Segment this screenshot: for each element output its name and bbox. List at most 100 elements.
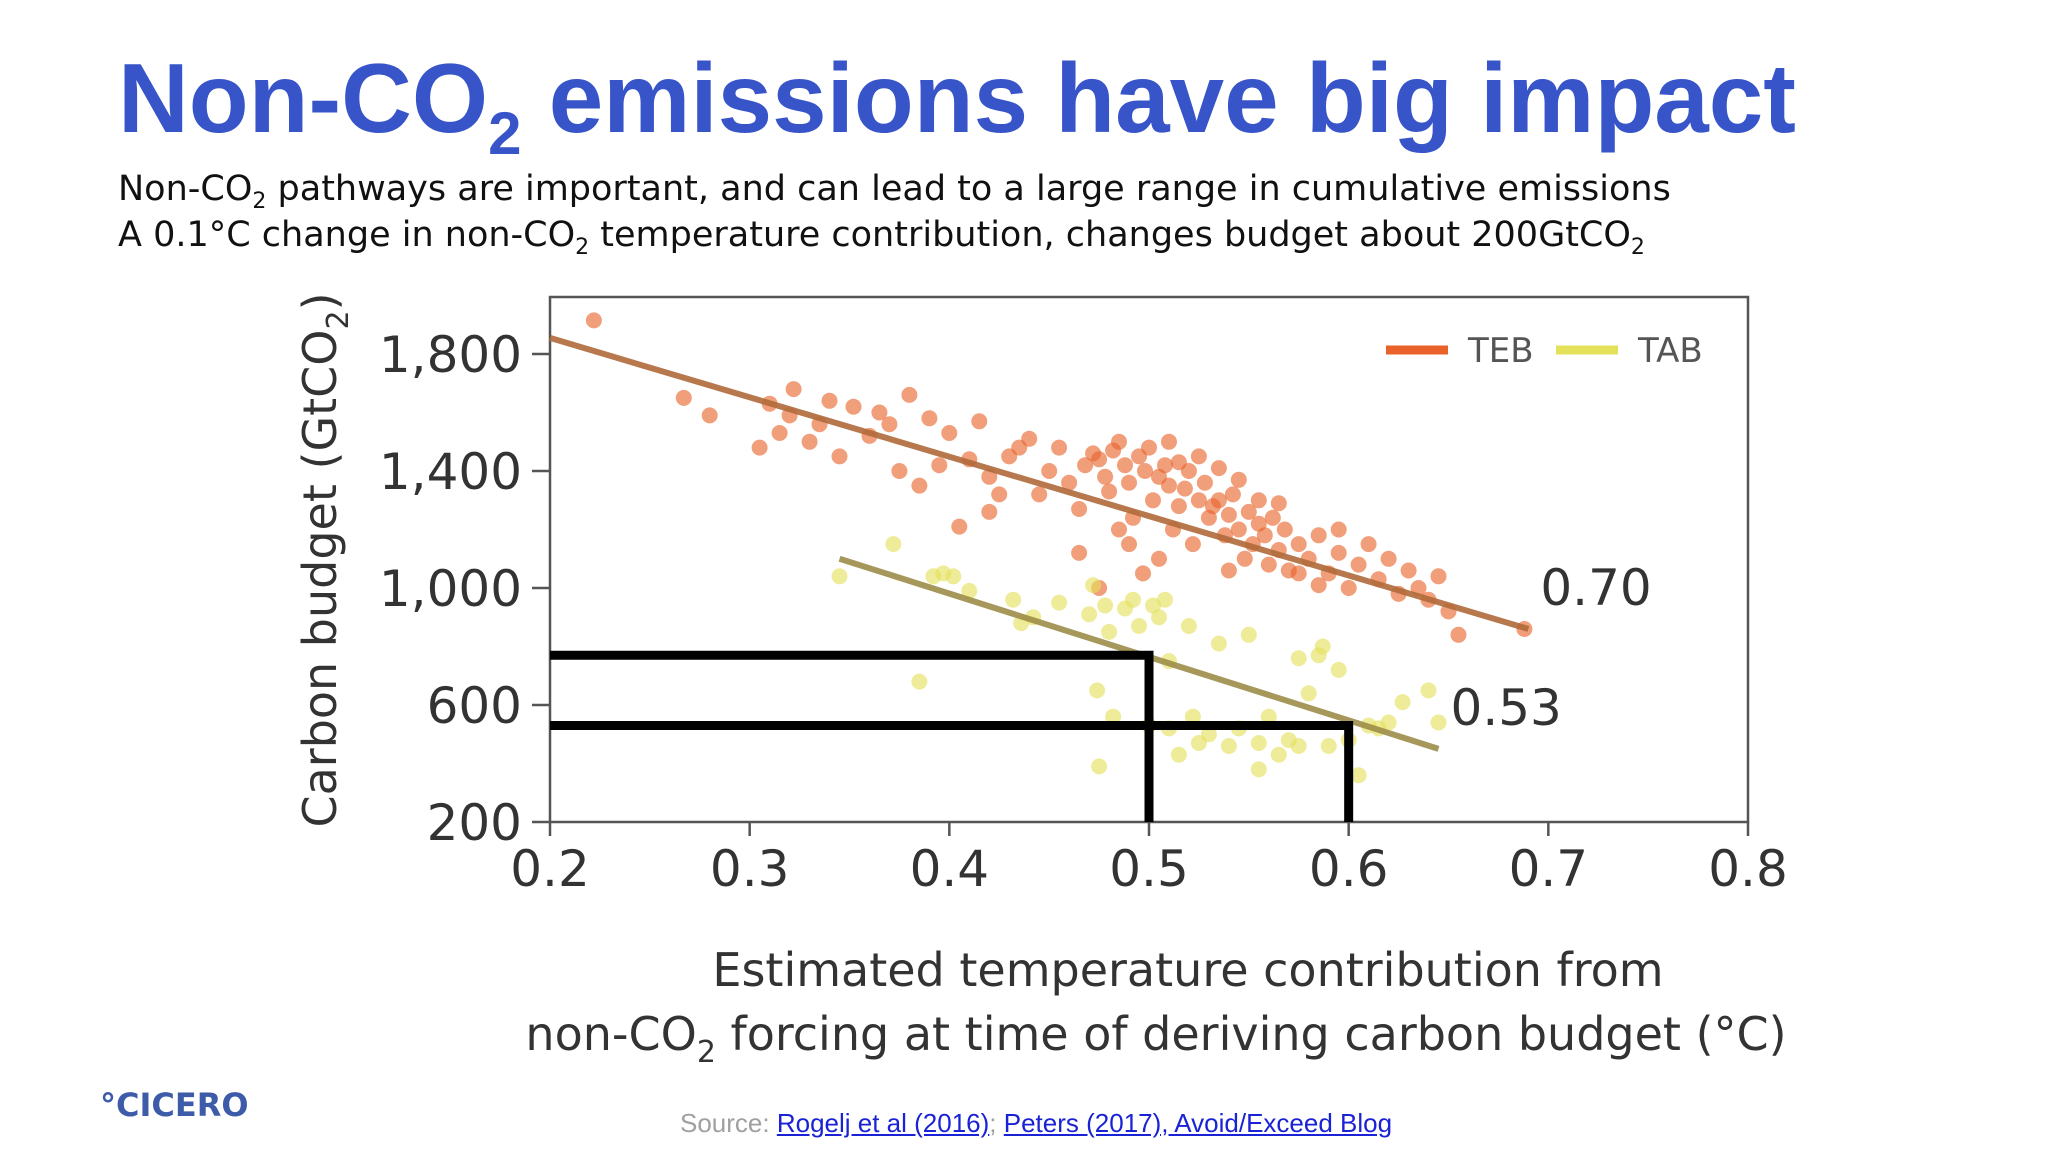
point-teb-81	[1340, 580, 1357, 596]
point-teb-76	[1290, 536, 1307, 553]
data-points	[585, 312, 1533, 784]
point-tab-45	[1350, 767, 1367, 784]
point-teb-51	[1161, 477, 1177, 494]
point-teb-61	[1210, 492, 1227, 509]
point-tab-10	[1051, 594, 1068, 611]
point-teb-63	[1220, 506, 1237, 523]
x-tick-label-1: 0.3	[710, 840, 790, 898]
point-tab-20	[1131, 618, 1147, 634]
point-teb-85	[1380, 550, 1397, 567]
point-tab-1	[885, 536, 902, 553]
point-teb-41	[1111, 433, 1127, 450]
point-teb-34	[1071, 544, 1088, 561]
bullet-line-2: A 0.1°C change in non-CO2 temperature co…	[118, 215, 1645, 260]
bullet-line-1: Non-CO2 pathways are important, and can …	[118, 169, 1671, 214]
point-teb-72	[1264, 509, 1281, 526]
point-teb-29	[1021, 430, 1038, 447]
point-teb-17	[901, 386, 918, 403]
point-teb-16	[891, 463, 908, 479]
legend-label-tab: TAB	[1637, 331, 1703, 371]
reference-line-1	[550, 720, 1354, 822]
point-tab-35	[1250, 735, 1267, 751]
point-tab-30	[1200, 726, 1217, 743]
point-teb-39	[1101, 483, 1118, 500]
point-teb-97	[1121, 536, 1137, 553]
point-tab-36	[1260, 708, 1277, 725]
point-teb-100	[1161, 433, 1177, 450]
point-teb-2	[701, 407, 718, 424]
point-tab-14	[1091, 758, 1108, 775]
point-tab-2	[911, 673, 928, 690]
point-teb-54	[1176, 480, 1193, 497]
point-tab-49	[1420, 682, 1437, 699]
point-teb-43	[1121, 474, 1137, 491]
point-teb-96	[1111, 521, 1127, 538]
point-tab-15	[1097, 597, 1114, 614]
point-tab-31	[1210, 635, 1227, 652]
reference-line-0	[550, 650, 1154, 822]
point-teb-83	[1360, 536, 1377, 553]
point-tab-43	[1330, 661, 1347, 678]
point-teb-20	[931, 457, 948, 474]
point-teb-30	[1031, 486, 1048, 503]
point-tab-23	[1151, 609, 1167, 626]
point-teb-12	[845, 398, 862, 415]
point-teb-1	[675, 389, 692, 406]
point-tab-6	[961, 582, 978, 599]
point-teb-26	[991, 486, 1008, 503]
point-teb-111	[1071, 501, 1088, 517]
point-teb-102	[1190, 448, 1207, 465]
point-tab-12	[1085, 577, 1102, 594]
point-teb-98	[1135, 565, 1151, 582]
source-link-rogelj[interactable]: Rogelj et al (2016)	[776, 1108, 990, 1138]
point-tab-0	[831, 568, 848, 585]
trend-label-tab: 0.53	[1451, 679, 1562, 737]
point-teb-65	[1230, 521, 1247, 538]
point-teb-103	[1210, 460, 1227, 477]
point-teb-38	[1097, 468, 1114, 485]
point-teb-99	[1151, 550, 1167, 567]
y-tick-label-3: 1,400	[379, 443, 522, 501]
point-tab-22	[1145, 597, 1161, 614]
x-tick-label-2: 0.4	[910, 840, 990, 898]
point-tab-51	[1250, 761, 1267, 778]
point-tab-54	[1314, 638, 1331, 655]
point-teb-80	[1330, 544, 1347, 561]
point-tab-16	[1101, 623, 1118, 640]
x-axis-label-line-2: non-CO2 forcing at time of deriving carb…	[525, 1007, 1786, 1070]
point-teb-15	[881, 416, 898, 433]
point-teb-14	[871, 404, 888, 421]
point-tab-52	[1290, 650, 1307, 667]
trend-label-teb: 0.70	[1540, 559, 1651, 617]
slide-title: Non-CO2 emissions have big impact	[118, 43, 1796, 167]
point-teb-0	[585, 312, 602, 329]
point-teb-8	[801, 433, 818, 450]
point-teb-57	[1190, 492, 1207, 509]
point-teb-108	[1290, 565, 1307, 582]
legend: TEB TAB	[1386, 331, 1703, 371]
point-teb-110	[1330, 521, 1347, 538]
point-tab-24	[1157, 591, 1173, 608]
y-tick-label-0: 200	[427, 794, 522, 852]
point-teb-70	[1256, 527, 1273, 544]
point-teb-107	[1270, 495, 1287, 512]
source-link-peters[interactable]: Peters (2017), Avoid/Exceed Blog	[1003, 1108, 1393, 1138]
legend-label-teb: TEB	[1467, 331, 1534, 371]
x-tick-label-4: 0.6	[1309, 840, 1389, 898]
point-teb-10	[821, 392, 838, 409]
point-teb-24	[971, 413, 988, 430]
x-tick-label-0: 0.2	[510, 840, 590, 898]
point-tab-17	[1105, 708, 1122, 725]
point-teb-50	[1157, 457, 1173, 474]
point-teb-31	[1041, 463, 1058, 479]
point-tab-13	[1089, 682, 1106, 699]
point-teb-94	[981, 503, 998, 520]
point-teb-90	[1430, 568, 1447, 585]
point-teb-53	[1170, 498, 1187, 515]
point-tab-26	[1170, 746, 1187, 763]
point-tab-28	[1184, 708, 1201, 725]
point-teb-7	[785, 381, 802, 398]
point-tab-40	[1300, 685, 1317, 702]
point-teb-35	[1077, 457, 1094, 474]
point-tab-50	[1430, 714, 1447, 731]
